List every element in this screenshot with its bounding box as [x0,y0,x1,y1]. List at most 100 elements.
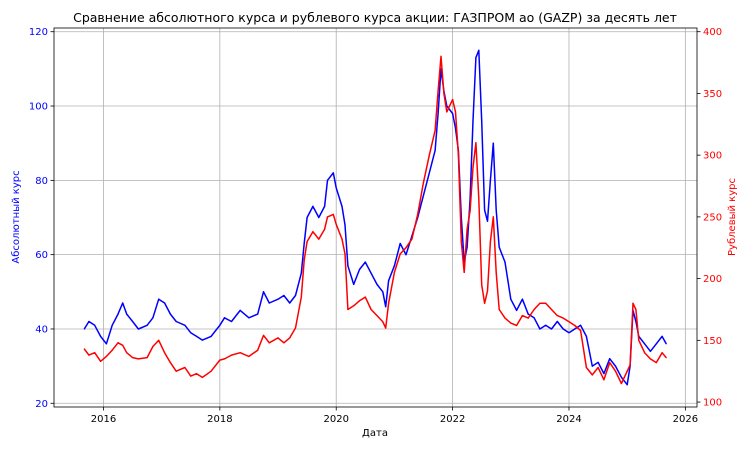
data-point [196,335,198,337]
data-point [446,111,448,113]
data-point [126,313,128,315]
data-point [574,324,576,327]
data-point [294,294,297,297]
data-point [580,324,582,326]
data-point [196,373,198,375]
data-point [152,317,154,319]
data-point [268,342,270,344]
data-point [382,291,384,293]
data-point [466,246,468,248]
data-point [443,92,445,94]
y-right-tick-label: 300 [703,151,722,162]
data-point [545,302,547,304]
data-point [527,317,529,319]
data-point [495,271,497,273]
data-point [635,320,637,323]
data-point [364,261,366,263]
data-point [469,210,471,212]
data-point [230,354,233,356]
data-point [463,271,465,273]
x-axis-label: Дата [362,428,388,439]
data-point [111,349,113,351]
data-point [550,308,553,311]
data-point [440,55,442,58]
data-point [289,302,291,304]
data-point [437,90,439,92]
data-point [248,317,250,319]
data-point [644,352,646,354]
data-point [137,358,139,360]
data-point [498,308,500,311]
data-point [516,324,518,327]
y-left-tick-label: 60 [35,250,48,261]
data-point [83,328,85,330]
data-point [556,315,558,317]
data-point [504,317,506,319]
data-point [358,300,361,302]
data-point [326,216,329,218]
data-point [385,327,387,329]
data-point [481,284,483,286]
data-point [556,320,558,323]
y-right-tick-label: 200 [703,274,722,285]
data-point [434,150,436,152]
data-point [268,302,270,304]
data-point [510,322,512,324]
data-point [88,354,90,356]
data-point [568,321,570,323]
data-point [132,357,134,359]
data-point [405,247,407,249]
data-point [324,228,326,230]
data-point [105,355,107,357]
data-point [341,238,343,240]
data-point [574,328,576,330]
data-point [347,308,349,311]
y-left-tick-label: 120 [29,27,48,38]
data-point [626,384,628,386]
data-point [609,358,611,360]
grid-lines [54,28,697,407]
data-point [219,324,221,326]
data-point [498,246,500,248]
data-point [201,376,203,378]
data-point [262,291,265,293]
x-tick-label: 2022 [440,414,465,425]
data-point [223,358,226,360]
data-point [626,370,628,372]
data-point [358,268,361,271]
data-point [326,179,329,181]
y-axis-right-label: Рублевый курс [727,178,738,256]
data-point [388,280,390,282]
data-point [376,283,378,285]
data-point [533,317,535,319]
data-point [527,313,529,315]
data-point [152,345,154,348]
data-point [277,298,279,300]
data-point [111,324,113,326]
data-point [638,339,640,341]
data-point [428,154,430,156]
data-point [300,296,302,298]
data-point [489,241,491,243]
data-point [283,342,285,344]
data-point [122,302,124,304]
data-point [665,357,667,359]
plot-frame [53,27,698,408]
data-point [347,265,349,267]
data-point [655,343,657,345]
data-point [434,129,436,132]
data-point [655,362,657,364]
data-point [388,302,390,304]
data-point [332,172,334,174]
data-point [614,365,617,367]
data-point [277,337,279,339]
data-point [393,271,395,273]
data-point [283,294,285,297]
data-point [614,370,617,372]
data-point [603,379,605,381]
data-point [376,315,378,317]
data-point [94,352,96,354]
data-point [294,327,297,329]
data-point [239,309,241,311]
